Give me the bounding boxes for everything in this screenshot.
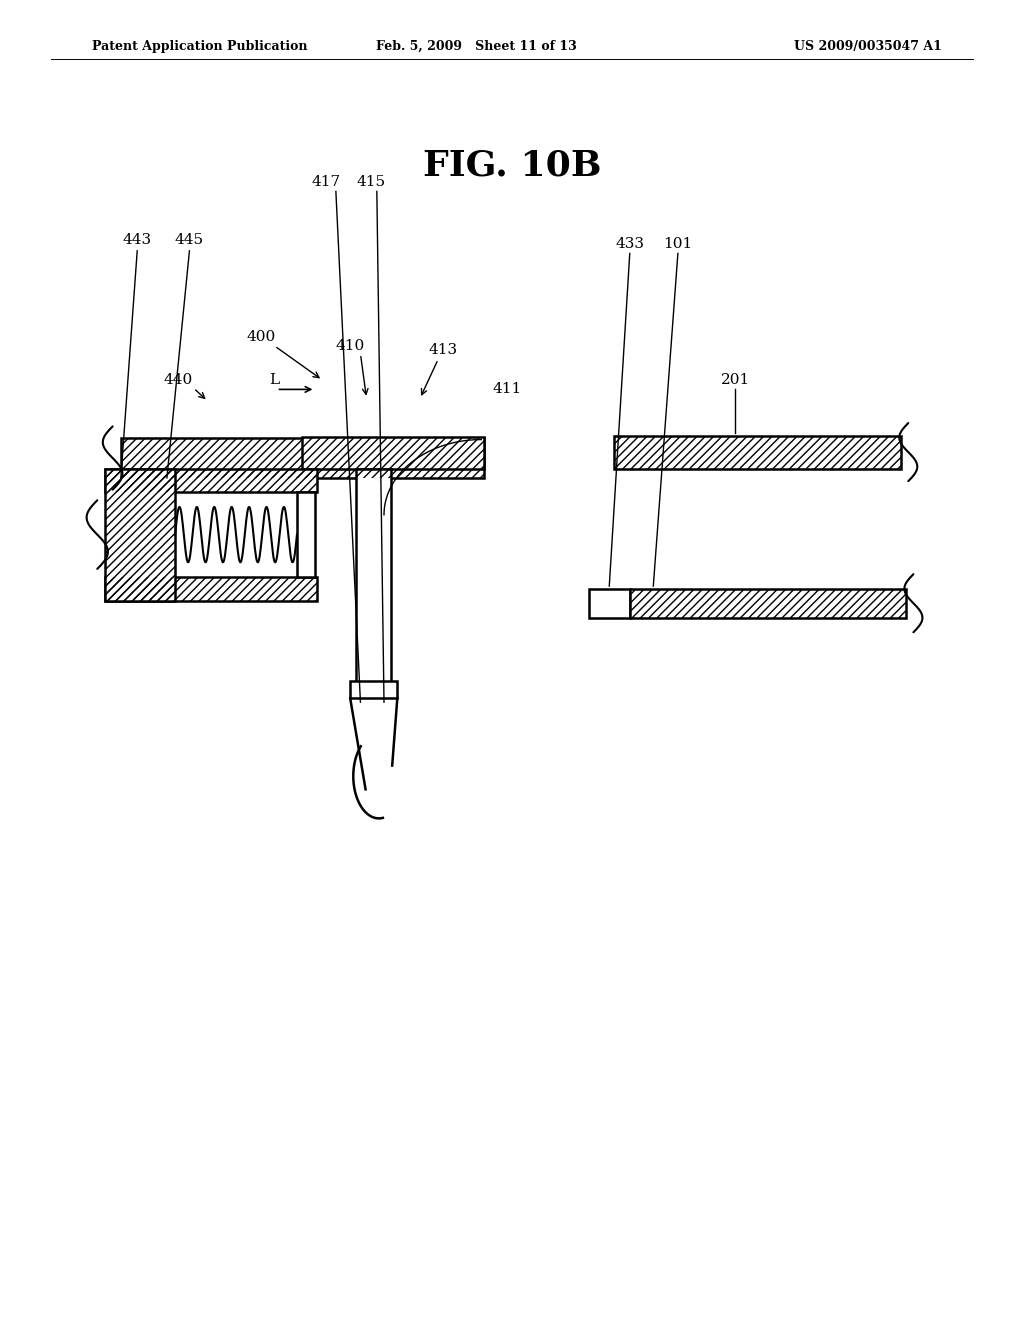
Text: 101: 101: [664, 238, 692, 251]
Bar: [350, 681, 397, 698]
Text: FIG. 10B: FIG. 10B: [423, 148, 601, 182]
Text: US 2009/0035047 A1: US 2009/0035047 A1: [795, 40, 942, 53]
Text: 417: 417: [311, 176, 340, 189]
Bar: [105, 577, 317, 601]
Text: 443: 443: [123, 234, 152, 247]
Bar: [105, 469, 317, 492]
Bar: [105, 469, 175, 601]
Bar: [105, 469, 317, 492]
Text: Patent Application Publication: Patent Application Publication: [92, 40, 307, 53]
Bar: [302, 437, 484, 469]
Text: 415: 415: [356, 176, 385, 189]
Text: 400: 400: [247, 330, 275, 343]
Bar: [121, 438, 484, 478]
Text: 440: 440: [164, 374, 193, 387]
Bar: [121, 438, 484, 478]
Bar: [356, 469, 391, 682]
Text: L: L: [269, 374, 280, 387]
Text: 413: 413: [429, 343, 458, 356]
Text: 445: 445: [175, 234, 204, 247]
Bar: [105, 577, 317, 601]
Bar: [630, 589, 906, 618]
Bar: [589, 589, 630, 618]
Bar: [297, 492, 315, 577]
Text: 433: 433: [615, 238, 644, 251]
Bar: [614, 436, 901, 469]
Text: 410: 410: [336, 339, 365, 352]
Text: 201: 201: [721, 374, 750, 387]
Text: 411: 411: [493, 383, 521, 396]
Bar: [614, 436, 901, 469]
Text: Feb. 5, 2009   Sheet 11 of 13: Feb. 5, 2009 Sheet 11 of 13: [376, 40, 577, 53]
Bar: [630, 589, 906, 618]
Bar: [105, 469, 175, 601]
